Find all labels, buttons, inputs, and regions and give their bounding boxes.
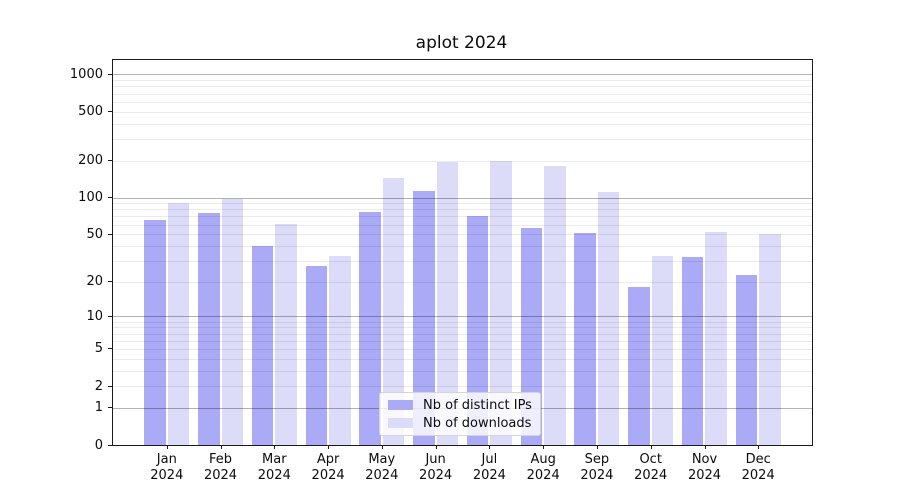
x-tickmark-apr [328, 445, 330, 449]
legend-label-distinct-ips: Nb of distinct IPs [423, 397, 532, 413]
x-tick-label-aug: Aug 2024 [526, 452, 560, 483]
bar-may-downloads [382, 178, 405, 445]
x-tickmark-sep [596, 445, 598, 449]
x-tick-label-jan: Jan 2024 [150, 452, 184, 483]
x-tickmark-jul [489, 445, 491, 449]
gridline-major-1000 [113, 74, 812, 76]
legend-item-downloads: Nb of downloads [388, 415, 532, 431]
x-tickmark-nov [704, 445, 706, 449]
bar-feb-distinct-ips [198, 212, 220, 445]
x-tickmark-feb [220, 445, 222, 449]
y-tick-label-200: 200 [78, 153, 103, 169]
bar-apr-downloads [329, 255, 351, 445]
bar-sep-distinct-ips [574, 233, 596, 445]
x-tick-label-dec: Dec 2024 [741, 452, 775, 483]
gridline-minor-600 [113, 101, 812, 103]
gridline-minor-800 [113, 86, 812, 88]
x-tickmark-may [381, 445, 383, 449]
y-tick-label-20: 20 [86, 274, 103, 290]
gridline-minor-400 [113, 123, 812, 125]
y-tick-label-10: 10 [86, 308, 103, 324]
bar-nov-distinct-ips [681, 257, 704, 445]
x-tick-label-may: May 2024 [365, 452, 399, 483]
chart-title: aplot 2024 [415, 33, 508, 53]
gridline-minor-200 [113, 160, 812, 162]
y-tickmark-1000 [108, 73, 113, 75]
bar-dec-distinct-ips [735, 274, 758, 445]
legend-label-downloads: Nb of downloads [423, 415, 532, 431]
y-tick-label-0: 0 [94, 437, 103, 453]
x-tick-label-oct: Oct 2024 [634, 452, 668, 483]
y-tickmark-100 [108, 197, 113, 198]
legend-swatch-distinct-ips [388, 400, 413, 410]
bar-oct-distinct-ips [628, 287, 650, 445]
gridline-major-100 [113, 197, 812, 199]
y-tickmark-2 [108, 385, 113, 387]
y-tickmark-5 [108, 348, 113, 350]
y-tick-label-1000: 1000 [69, 66, 103, 82]
x-tick-label-mar: Mar 2024 [257, 452, 291, 483]
gridline-minor-300 [113, 138, 812, 140]
bar-aug-distinct-ips [520, 228, 543, 445]
bar-may-distinct-ips [359, 212, 381, 445]
bar-jun-downloads [436, 161, 459, 445]
y-tick-label-100: 100 [78, 190, 103, 205]
bar-mar-distinct-ips [251, 245, 274, 445]
bar-sep-downloads [597, 192, 620, 445]
y-tickmark-20 [108, 281, 113, 283]
gridline-minor-900 [113, 80, 812, 82]
x-tick-label-nov: Nov 2024 [687, 452, 722, 483]
bar-mar-downloads [275, 223, 297, 445]
x-tickmark-mar [274, 445, 276, 449]
gridline-minor-500 [113, 111, 812, 113]
x-tick-label-jul: Jul 2024 [472, 452, 506, 483]
y-tickmark-200 [108, 160, 113, 162]
legend: Nb of distinct IPs Nb of downloads [379, 392, 541, 436]
bar-feb-downloads [221, 199, 244, 445]
legend-swatch-downloads [388, 418, 413, 428]
x-tickmark-jun [435, 445, 437, 449]
bar-aug-downloads [544, 166, 566, 445]
y-tickmark-1 [108, 407, 113, 409]
y-tickmark-10 [108, 315, 113, 317]
legend-item-distinct-ips: Nb of distinct IPs [388, 397, 532, 413]
y-tickmark-50 [108, 233, 113, 235]
bar-apr-distinct-ips [305, 266, 328, 445]
gridline-minor-700 [113, 93, 812, 95]
x-tick-label-sep: Sep 2024 [580, 452, 614, 483]
y-tick-label-50: 50 [86, 226, 103, 242]
y-tick-label-2: 2 [94, 378, 103, 394]
y-tick-label-500: 500 [78, 104, 103, 120]
gridline-minor-80 [113, 209, 812, 211]
bar-jan-downloads [167, 203, 190, 445]
bar-jul-distinct-ips [466, 216, 489, 445]
plot-area: 0 1 2 5 10 20 50 100 200 500 1000 Jan 2024 Feb 2024 Mar… [70, 59, 813, 483]
bar-jul-downloads [490, 160, 512, 445]
bar-jun-distinct-ips [413, 190, 435, 445]
x-tickmark-aug [543, 445, 545, 449]
x-tick-label-jun: Jun 2024 [419, 452, 453, 483]
bar-nov-downloads [705, 232, 727, 445]
x-tickmark-dec [758, 445, 760, 449]
y-tick-label-5: 5 [94, 341, 103, 357]
gridline-minor-90 [113, 203, 812, 205]
y-tick-label-1: 1 [94, 400, 103, 416]
x-tick-label-apr: Apr 2024 [311, 452, 345, 483]
x-tick-label-feb: Feb 2024 [203, 452, 238, 483]
bar-jan-distinct-ips [144, 220, 166, 445]
x-tickmark-jan [166, 445, 168, 449]
x-tickmark-oct [650, 445, 652, 449]
y-tickmark-500 [108, 111, 113, 113]
y-tickmark-0 [108, 444, 113, 446]
bar-oct-downloads [651, 255, 674, 445]
bar-dec-downloads [759, 234, 781, 445]
